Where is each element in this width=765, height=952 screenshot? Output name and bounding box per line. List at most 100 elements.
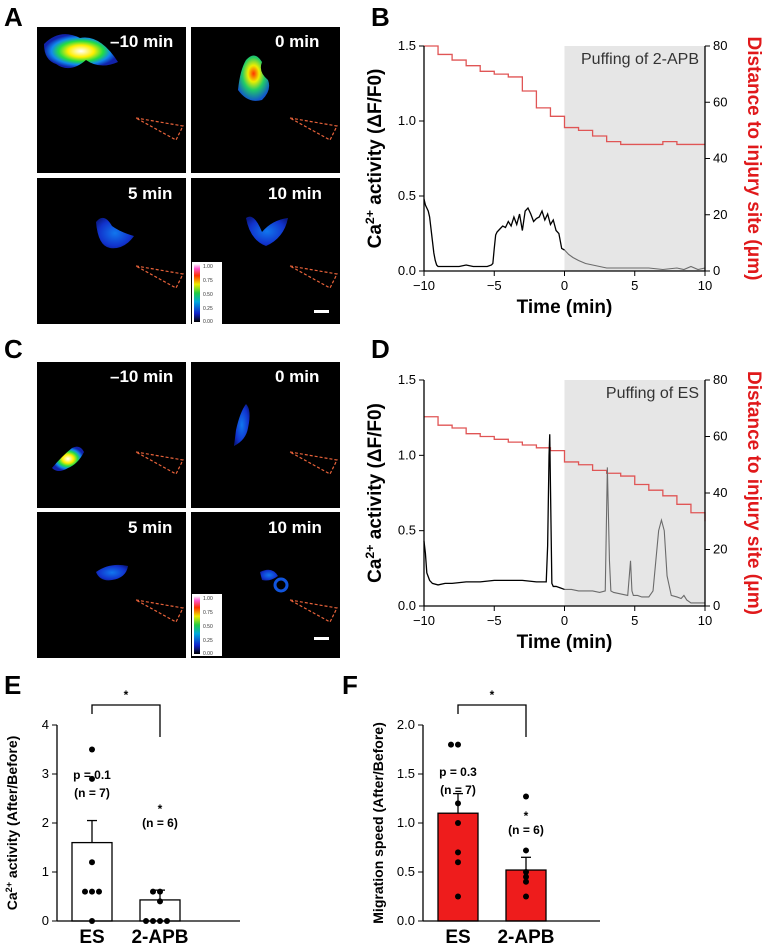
- scale-bar-c: [314, 637, 329, 640]
- bar-es: [71, 841, 113, 922]
- data-point: [523, 873, 529, 880]
- time-label-a-4: 10 min: [268, 184, 322, 203]
- y-left-tick-label: 0.0: [398, 263, 416, 278]
- apb-n-label: (n = 6): [142, 816, 178, 830]
- cell-a-1: [44, 34, 118, 69]
- data-point: [96, 888, 102, 895]
- panel-a-images: –10 min 0 min 5 min 10 min 1.00 0.75 0.5…: [37, 27, 340, 325]
- x-tick-label: −5: [487, 613, 502, 628]
- colorbar-c-tick: 0.50: [203, 624, 213, 630]
- panel-c-images: –10 min 0 min 5 min 10 min 1.00 0.75 0.5…: [37, 362, 340, 658]
- y-right-tick-label: 60: [713, 429, 727, 444]
- data-point: [455, 859, 461, 866]
- series-ca-after-line: [564, 467, 705, 604]
- injury-wedge-c-3: [135, 599, 184, 623]
- series-distance-line: [424, 416, 706, 522]
- cell-c-1: [52, 446, 84, 471]
- y-right-tick-label: 80: [713, 372, 727, 387]
- cell-c-4-blob: [273, 577, 289, 593]
- panel-letter-c: C: [4, 334, 23, 364]
- colorbar-c-tick: 1.00: [203, 596, 213, 602]
- y-right-tick-label: 0: [713, 263, 720, 278]
- injury-wedge-c-2: [289, 451, 338, 475]
- x-category-label: ES: [445, 927, 470, 948]
- chart-e: ES 2-APB 0 1 2 3 4 Ca2+ activity (After/Before)…: [4, 688, 240, 948]
- y-right-tick-label: 20: [713, 207, 727, 222]
- es-n-label: (n = 7): [74, 786, 110, 800]
- injury-wedge-a-4: [289, 265, 338, 289]
- colorbar-a-tick: 0.25: [203, 306, 213, 312]
- y-axis-left-label: Ca2+ activity (ΔF/F0): [363, 69, 386, 249]
- data-point: [523, 793, 529, 800]
- apb-star-label: *: [158, 802, 163, 816]
- time-label-a-2: 0 min: [275, 32, 319, 51]
- y-right-tick-label: 80: [713, 38, 727, 53]
- data-point: [89, 859, 95, 866]
- y-right-tick-label: 0: [713, 598, 720, 613]
- y-axis-right-label: Distance to injury site (μm): [743, 37, 764, 281]
- colorbar-c: [194, 596, 200, 654]
- cell-a-4: [246, 216, 288, 246]
- injury-wedge-a-2: [289, 117, 338, 141]
- es-p-label: p = 0.3: [439, 765, 477, 779]
- cell-c-3: [96, 564, 128, 581]
- x-tick-label: −5: [487, 278, 502, 293]
- y-tick-label: 0: [42, 913, 49, 928]
- y-left-tick-label: 1.0: [398, 113, 416, 128]
- image-c-3: [37, 512, 186, 658]
- significance-bracket: [457, 704, 527, 737]
- x-tick-label: 0: [561, 613, 568, 628]
- injury-wedge-c-1: [135, 451, 184, 475]
- apb-star-label: *: [524, 809, 529, 823]
- y-tick-label: 3: [42, 766, 49, 781]
- cell-c-4: [260, 569, 278, 581]
- series-ca-before-line: [423, 434, 565, 591]
- data-point: [89, 888, 95, 895]
- data-point: [455, 820, 461, 826]
- injury-wedge-c-4: [289, 599, 338, 623]
- colorbar-c-tick: 0.75: [203, 610, 213, 616]
- annotation-label: Puffing of ES: [606, 385, 699, 402]
- y-tick-label: 1.5: [397, 766, 415, 781]
- data-point: [82, 888, 88, 895]
- cell-c-2: [234, 404, 250, 446]
- y-tick-label: 1: [42, 864, 49, 879]
- y-axis-right-label: Distance to injury site (μm): [743, 371, 764, 615]
- x-category-label: 2-APB: [497, 927, 554, 948]
- data-point: [157, 898, 163, 905]
- data-point: [448, 741, 454, 748]
- data-point: [523, 878, 529, 885]
- y-right-tick-label: 40: [713, 151, 727, 166]
- time-label-a-1: –10 min: [110, 32, 173, 51]
- y-tick-label: 2: [42, 815, 49, 830]
- y-tick-label: 0.5: [397, 864, 415, 879]
- es-n-label: (n = 7): [440, 783, 476, 797]
- x-tick-label: 0: [561, 278, 568, 293]
- x-tick-label: 5: [631, 278, 638, 293]
- y-right-tick-label: 60: [713, 94, 727, 109]
- data-point: [89, 775, 95, 782]
- image-a-3: [37, 178, 186, 324]
- image-a-2: [191, 27, 340, 173]
- cell-a-2: [238, 55, 270, 101]
- image-c-1: [37, 362, 186, 508]
- injury-wedge-a-1: [135, 117, 184, 141]
- y-axis-label: Ca2+ activity (After/Before): [4, 736, 20, 911]
- x-tick-label: 10: [698, 278, 712, 293]
- y-tick-label: 2.0: [397, 717, 415, 732]
- time-label-c-3: 5 min: [128, 518, 172, 537]
- panel-letter-d: D: [371, 334, 390, 364]
- colorbar-c-tick: 0.00: [203, 651, 213, 657]
- data-point: [150, 888, 156, 895]
- y-left-tick-label: 1.5: [398, 372, 416, 387]
- data-point: [455, 800, 461, 807]
- series-ca-before-line: [423, 198, 565, 268]
- y-tick-label: 0.0: [397, 913, 415, 928]
- y-left-tick-label: 0.0: [398, 598, 416, 613]
- y-left-tick-label: 0.5: [398, 523, 416, 538]
- y-axis-label: Migration speed (After/Before): [370, 722, 386, 923]
- colorbar-a: [194, 264, 200, 322]
- cell-a-3: [96, 217, 134, 249]
- image-c-2: [191, 362, 340, 508]
